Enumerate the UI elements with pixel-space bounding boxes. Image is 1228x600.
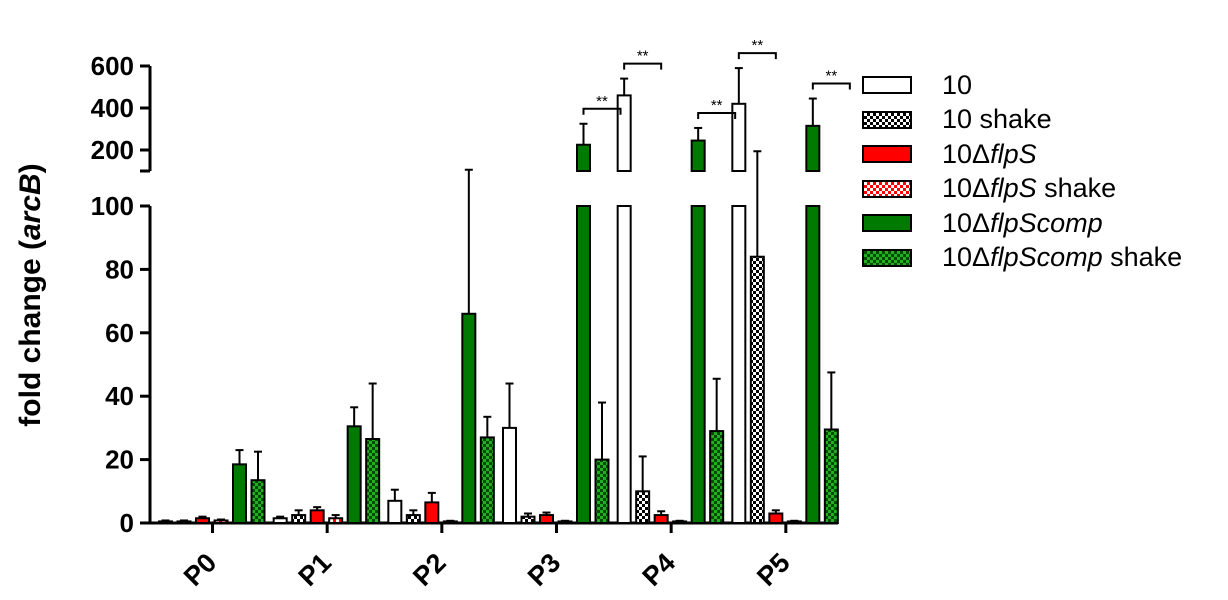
bar-upper: [805, 124, 821, 172]
legend-swatch: [862, 76, 912, 95]
legend-swatch: [862, 145, 912, 164]
y-tick-label: 100: [91, 191, 134, 221]
legend-swatch: [862, 179, 912, 198]
bar: [328, 517, 344, 524]
x-axis: P0 P1 P2 P3 P4 P5: [148, 521, 838, 592]
y-tick-label: 600: [91, 51, 134, 81]
x-tick-label: P4: [637, 547, 682, 592]
legend: 10 10 shake 10ΔflpS 10ΔflpS shake 10ΔflpScom…: [862, 68, 1182, 275]
y-tick-label: 0: [120, 508, 134, 538]
bar-upper: [690, 139, 706, 173]
bar: [195, 517, 210, 524]
bar: [213, 519, 229, 524]
bar: [709, 430, 725, 525]
legend-item: 10ΔflpScomp shake: [862, 241, 1182, 276]
legend-label: 10ΔflpS shake: [942, 173, 1117, 204]
bar: [346, 425, 362, 524]
legend-item: 10 shake: [862, 103, 1182, 138]
bar: [805, 205, 821, 524]
bar: [232, 463, 247, 525]
significance-label: **: [596, 93, 608, 110]
significance-markers: ** ** ** ** **: [582, 37, 851, 119]
bar: [424, 501, 440, 524]
x-tick-label: P3: [522, 547, 567, 592]
legend-label: 10ΔflpS: [942, 138, 1037, 169]
bars: [158, 67, 839, 525]
legend-swatch: [862, 110, 912, 129]
significance-label: **: [751, 37, 763, 54]
bar: [158, 520, 173, 524]
legend-label: 10ΔflpScomp shake: [942, 242, 1183, 273]
significance-label: **: [637, 48, 649, 65]
x-tick-label: P0: [178, 547, 223, 592]
bar: [387, 499, 403, 524]
bar: [823, 428, 839, 524]
x-tick-label: P2: [407, 547, 452, 592]
y-tick-label: 40: [105, 381, 134, 411]
significance-bracket: [623, 62, 663, 70]
bar-upper: [576, 143, 591, 172]
bar: [539, 514, 554, 525]
legend-item: 10ΔflpScomp: [862, 206, 1182, 241]
bar: [690, 205, 706, 524]
bar: [309, 509, 325, 525]
y-axis: 0 20 40 60 80 100 200 400 600: [91, 51, 152, 538]
legend-item: 10ΔflpS: [862, 137, 1182, 172]
bar: [405, 514, 421, 525]
bar: [576, 205, 591, 524]
bar: [616, 205, 632, 524]
significance-bracket: [737, 52, 777, 60]
significance-label: **: [825, 68, 837, 85]
significance-bracket: [582, 107, 622, 115]
bar: [461, 312, 477, 524]
bar-upper: [616, 94, 632, 172]
legend-swatch: [862, 214, 912, 233]
y-tick-label: 20: [105, 445, 134, 475]
legend-item: 10: [862, 68, 1182, 103]
bar: [272, 517, 288, 524]
significance-bracket: [697, 111, 737, 119]
significance-bracket: [811, 82, 851, 90]
y-tick-label: 400: [91, 93, 134, 123]
bar: [479, 436, 495, 524]
significance-label: **: [711, 97, 723, 114]
bar: [768, 512, 784, 524]
bar: [635, 490, 651, 524]
bar: [749, 255, 765, 524]
y-tick-label: 200: [91, 135, 134, 165]
bar: [291, 514, 307, 525]
bar: [365, 437, 381, 524]
legend-item: 10ΔflpS shake: [862, 172, 1182, 207]
legend-swatch: [862, 248, 912, 267]
x-tick-label: P1: [293, 547, 338, 592]
bar: [176, 520, 192, 524]
legend-label: 10ΔflpScomp: [942, 207, 1103, 238]
bar: [250, 479, 266, 524]
bar: [594, 458, 610, 525]
bar: [502, 426, 517, 524]
x-tick-label: P5: [751, 547, 796, 592]
y-tick-label: 60: [105, 318, 134, 348]
y-axis-label: fold change (arcB): [14, 163, 47, 426]
bar: [731, 205, 747, 524]
legend-label: 10: [942, 69, 973, 100]
bar: [520, 515, 536, 524]
bar: [653, 514, 669, 525]
legend-label: 10 shake: [942, 104, 1052, 135]
y-tick-label: 80: [105, 254, 134, 284]
